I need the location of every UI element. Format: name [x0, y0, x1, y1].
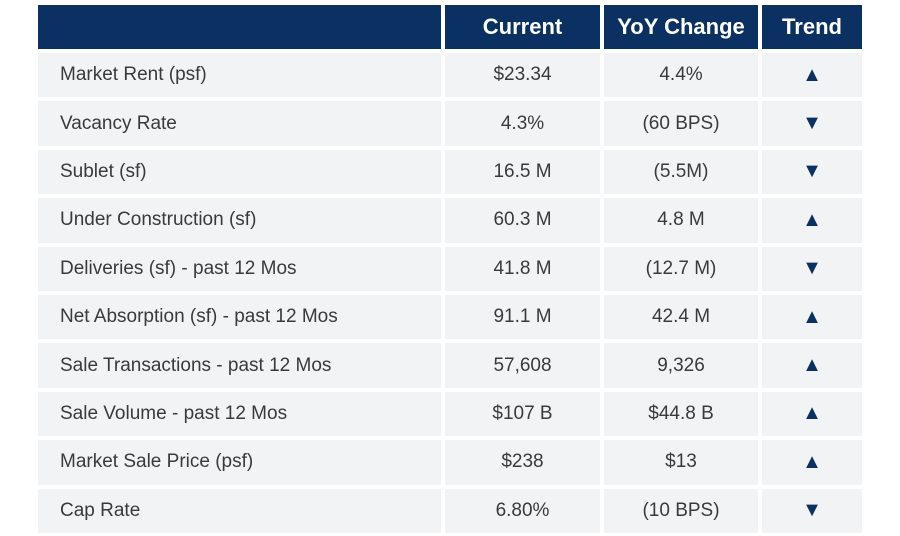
- trend-arrow: ▼: [762, 246, 862, 291]
- yoy-change: (12.7 M): [604, 246, 758, 291]
- current-value: 60.3 M: [445, 198, 600, 243]
- row-label: Market Rent (psf): [38, 53, 441, 98]
- row-label: Sale Volume - past 12 Mos: [38, 391, 441, 437]
- row-label: Cap Rate: [38, 488, 441, 533]
- header-cell: Current: [445, 5, 600, 49]
- current-value: $238: [445, 440, 600, 485]
- row-label: Net Absorption (sf) - past 12 Mos: [38, 294, 441, 340]
- current-value: 16.5 M: [445, 149, 600, 195]
- yoy-change: (10 BPS): [604, 488, 758, 533]
- trend-arrow: ▼: [762, 101, 862, 146]
- yoy-change: 42.4 M: [604, 294, 758, 340]
- row-label: Market Sale Price (psf): [38, 440, 441, 485]
- yoy-change: $44.8 B: [604, 391, 758, 437]
- row-label: Sublet (sf): [38, 149, 441, 195]
- row-label: Deliveries (sf) - past 12 Mos: [38, 246, 441, 291]
- current-value: $23.34: [445, 53, 600, 98]
- trend-arrow: ▲: [762, 440, 862, 485]
- trend-arrow: ▲: [762, 294, 862, 340]
- trend-arrow: ▲: [762, 343, 862, 388]
- current-value: 41.8 M: [445, 246, 600, 291]
- yoy-change: 4.8 M: [604, 198, 758, 243]
- row-label: Under Construction (sf): [38, 198, 441, 243]
- data-table: Current YoY Change Trend Market Rent (ps…: [38, 5, 862, 533]
- current-value: $107 B: [445, 391, 600, 437]
- trend-arrow: ▲: [762, 198, 862, 243]
- current-value: 4.3%: [445, 101, 600, 146]
- current-value: 91.1 M: [445, 294, 600, 340]
- yoy-change: (60 BPS): [604, 101, 758, 146]
- header-blank: [38, 5, 441, 49]
- header-cell: YoY Change: [604, 5, 758, 49]
- trend-arrow: ▼: [762, 488, 862, 533]
- header-cell: Trend: [762, 5, 862, 49]
- trend-arrow: ▲: [762, 391, 862, 437]
- trend-arrow: ▲: [762, 53, 862, 98]
- current-value: 57,608: [445, 343, 600, 388]
- yoy-change: 9,326: [604, 343, 758, 388]
- yoy-change: 4.4%: [604, 53, 758, 98]
- row-label: Sale Transactions - past 12 Mos: [38, 343, 441, 388]
- row-label: Vacancy Rate: [38, 101, 441, 146]
- yoy-change: $13: [604, 440, 758, 485]
- yoy-change: (5.5M): [604, 149, 758, 195]
- trend-arrow: ▼: [762, 149, 862, 195]
- current-value: 6.80%: [445, 488, 600, 533]
